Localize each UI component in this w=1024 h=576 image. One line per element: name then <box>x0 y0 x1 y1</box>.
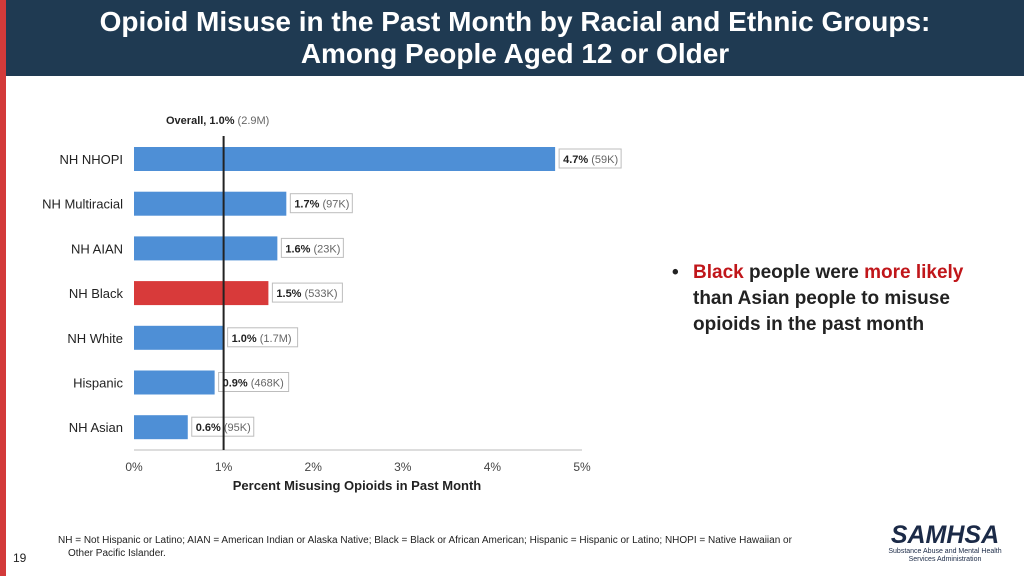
bar-chart: 0% 1% 2% 3% 4% 5% Percent Misusing Opioids in … <box>42 115 622 493</box>
overall-label-count: (2.9M) <box>238 115 270 127</box>
bullet-text-rest: than Asian people to misuse opioids in t… <box>693 288 950 335</box>
data-label-box <box>558 148 622 169</box>
data-label: 1.5% (533K) <box>276 288 337 300</box>
x-tick-label: 5% <box>573 460 591 474</box>
data-label-count: (468K) <box>251 378 284 390</box>
slide-header: Opioid Misuse in the Past Month by Racia… <box>6 0 1024 76</box>
slide-title-line2: Among People Aged 12 or Older <box>300 38 730 69</box>
data-label: 1.0% (1.7M) <box>232 333 292 345</box>
data-label: 4.7% (59K) <box>563 154 618 166</box>
x-tick-label: 2% <box>305 460 323 474</box>
overall-label-value: Overall, 1.0% <box>166 115 238 127</box>
data-label-count: (23K) <box>314 243 341 255</box>
logo-tagline1: Substance Abuse and Mental Health <box>888 548 1002 555</box>
bar <box>134 281 269 306</box>
bullet-text-part: people were <box>743 262 865 283</box>
bullet-text: Black people were more likely than Asian… <box>693 260 1002 338</box>
data-label-box <box>227 327 299 348</box>
data-label-count: (95K) <box>224 422 251 434</box>
category-label: Hispanic <box>73 376 123 391</box>
data-label-box <box>271 282 343 303</box>
data-label-percent: 1.7% <box>294 199 322 211</box>
data-label-count: (533K) <box>305 288 338 300</box>
bullet-symbol: • <box>672 262 679 283</box>
data-label-percent: 1.5% <box>276 288 304 300</box>
x-tick-label: 1% <box>215 460 233 474</box>
footnote-line2: Other Pacific Islander. <box>68 548 166 559</box>
bar <box>134 191 287 216</box>
footnote: NH = Not Hispanic or Latino; AIAN = Amer… <box>58 534 858 560</box>
slide-title-line1: Opioid Misuse in the Past Month by Racia… <box>99 6 931 37</box>
footnote-line1: NH = Not Hispanic or Latino; AIAN = Amer… <box>58 535 792 546</box>
data-label-box <box>280 237 344 258</box>
bar <box>134 370 215 395</box>
category-label: NH Multiracial <box>42 197 123 212</box>
samhsa-logo: SAMHSA Substance Abuse and Mental Health… <box>880 522 1010 564</box>
data-label-box <box>289 193 353 214</box>
data-label-percent: 4.7% <box>563 154 591 166</box>
logo-name: SAMHSA <box>890 521 1000 549</box>
bar <box>134 325 224 350</box>
bar <box>134 147 556 171</box>
data-label: 1.6% (23K) <box>285 243 340 255</box>
data-label-count: (97K) <box>322 199 349 211</box>
category-label: NH AIAN <box>71 241 123 256</box>
left-accent-bar <box>0 0 6 576</box>
x-tick-label: 0% <box>125 460 143 474</box>
bullet-highlight-black: Black <box>693 262 744 283</box>
data-label: 0.9% (468K) <box>223 378 284 390</box>
category-label: NH Black <box>69 286 124 301</box>
bar <box>134 415 188 440</box>
x-axis-title: Percent Misusing Opioids in Past Month <box>233 478 482 493</box>
x-tick-label: 4% <box>484 460 502 474</box>
data-label-percent: 0.9% <box>223 378 251 390</box>
category-label: NH White <box>67 331 123 346</box>
category-label: NH Asian <box>69 420 123 435</box>
data-label: 1.7% (97K) <box>294 199 349 211</box>
page-number: 19 <box>13 551 27 565</box>
bullet-highlight-more-likely: more likely <box>864 262 964 283</box>
data-label-percent: 0.6% <box>196 422 224 434</box>
bullet-point: • Black people were more likely than Asi… <box>672 260 1002 338</box>
category-label: NH NHOPI <box>59 152 123 167</box>
x-tick-label: 3% <box>394 460 412 474</box>
data-label-count: (59K) <box>591 154 618 166</box>
data-label-box <box>218 372 290 392</box>
logo-tagline2: Services Administration <box>908 556 982 563</box>
bar <box>134 236 278 261</box>
overall-label: Overall, 1.0% (2.9M) <box>166 115 269 127</box>
data-label-count: (1.7M) <box>260 333 292 345</box>
data-label-percent: 1.6% <box>285 243 313 255</box>
data-label: 0.6% (95K) <box>196 422 251 434</box>
data-label-percent: 1.0% <box>232 333 260 345</box>
